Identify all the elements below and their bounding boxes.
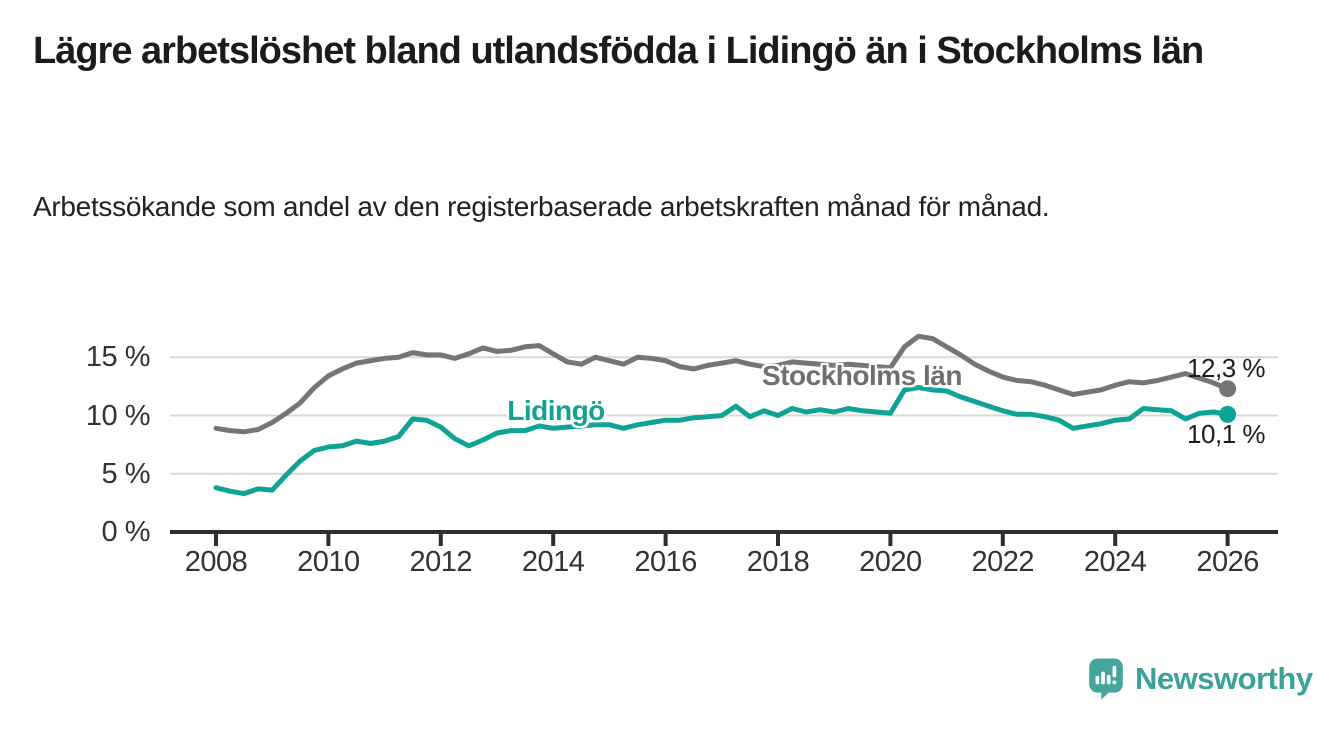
- x-tick-label: 2026: [1196, 546, 1259, 578]
- x-tick-label: 2016: [634, 546, 697, 578]
- x-tick-label: 2012: [409, 546, 473, 578]
- bar-2: [1101, 671, 1105, 685]
- bar-3: [1106, 674, 1111, 685]
- x-tick-label: 2018: [746, 546, 810, 578]
- x-tick-label: 2020: [859, 546, 922, 578]
- chart-subtitle: Arbetssökande som andel av den registerb…: [33, 191, 1050, 222]
- newsworthy-logo: Newsworthy: [1088, 658, 1313, 700]
- series-line: [213, 385, 1231, 497]
- x-tick-label: 2014: [521, 546, 585, 578]
- series-end-dot: [1219, 380, 1237, 398]
- bar-1: [1095, 675, 1100, 685]
- x-tick-label: 2010: [297, 546, 360, 578]
- series-label-stockholms-lan: Stockholms län: [762, 360, 962, 391]
- y-tick-label: 10 %: [85, 399, 151, 432]
- y-tick-label: 5 %: [101, 457, 151, 490]
- series-line: [213, 333, 1231, 435]
- end-value-stockholms-lan: 12,3 %: [1187, 353, 1265, 383]
- x-tick-label: 2022: [971, 546, 1035, 578]
- exclamation-bar: [1112, 665, 1117, 678]
- end-value-lidingo: 10,1 %: [1187, 419, 1265, 449]
- y-tick-label: 0 %: [101, 516, 151, 548]
- newsworthy-bubble-icon: [1089, 658, 1123, 700]
- y-tick-label: 15 %: [85, 341, 151, 374]
- x-tick-label: 2024: [1083, 546, 1147, 578]
- page-title: Lägre arbetslöshet bland utlandsfödda i …: [33, 30, 1204, 72]
- brand-name: Newsworthy: [1135, 661, 1313, 696]
- speech-bubble-shape: [1089, 658, 1123, 700]
- exclamation-dot: [1112, 680, 1117, 685]
- series-end-dot: [1219, 405, 1237, 423]
- series-label-lidingo: Lidingö: [507, 395, 605, 426]
- x-tick-label: 2008: [184, 546, 248, 578]
